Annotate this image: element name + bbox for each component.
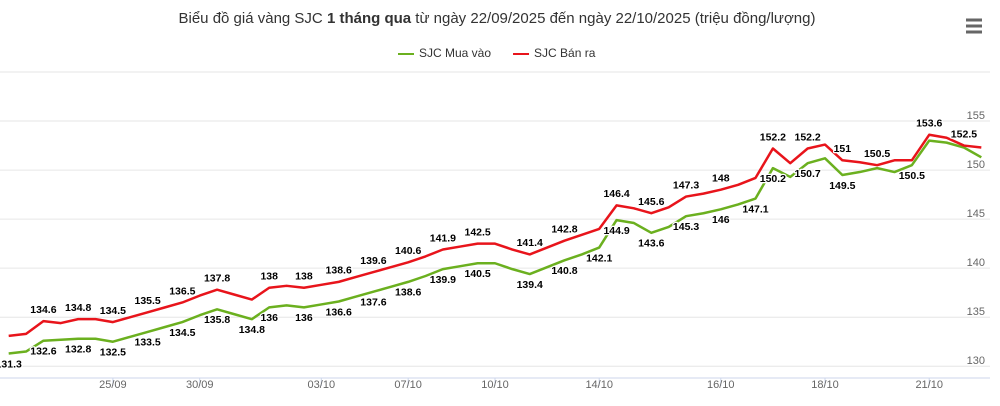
x-tick-label: 18/10 <box>811 379 839 391</box>
data-label: 132.6 <box>30 346 56 358</box>
legend: SJC Mua vào SJC Bán ra <box>398 46 596 60</box>
data-label: 152.2 <box>794 131 820 143</box>
x-tick-label: 30/09 <box>186 379 214 391</box>
series-line <box>8 133 982 338</box>
data-label: 134.8 <box>65 302 91 314</box>
data-label: 136.6 <box>326 306 352 318</box>
x-tick-label: 14/10 <box>585 379 613 391</box>
data-label: 143.6 <box>638 238 664 250</box>
data-label: 132.8 <box>65 344 91 356</box>
series-line <box>8 139 982 355</box>
data-label: 142.8 <box>551 223 577 235</box>
data-label: 148 <box>712 172 730 184</box>
y-tick-label: 140 <box>967 257 985 269</box>
data-label: 146.4 <box>603 188 629 200</box>
data-label: 138.6 <box>326 265 352 277</box>
data-label: 142.5 <box>464 226 490 238</box>
data-label: 135.8 <box>204 314 230 326</box>
data-label: 139.4 <box>517 279 543 291</box>
data-label: 140.8 <box>551 265 577 277</box>
x-tick-label: 10/10 <box>481 379 509 391</box>
y-tick-label: 150 <box>967 159 985 171</box>
x-tick-label: 16/10 <box>707 379 735 391</box>
data-label: 150.5 <box>899 170 925 182</box>
data-label: 153.6 <box>916 118 942 130</box>
data-label: 150.2 <box>760 173 786 185</box>
legend-label: SJC Mua vào <box>419 46 491 60</box>
data-label: 134.5 <box>100 305 126 317</box>
title-prefix: Biểu đồ giá vàng SJC <box>179 10 323 27</box>
data-label: 144.9 <box>603 225 629 237</box>
y-tick-label: 130 <box>967 355 985 367</box>
data-label: 151 <box>834 143 852 155</box>
data-label: 136.5 <box>169 285 195 297</box>
data-label: 152.5 <box>951 128 977 140</box>
data-label: 150.7 <box>794 168 820 180</box>
data-label: 145.3 <box>673 221 699 233</box>
data-label: 136 <box>260 312 278 324</box>
data-label: 134.5 <box>169 327 195 339</box>
data-label: 140.5 <box>464 268 490 280</box>
data-label: 142.1 <box>586 252 612 264</box>
data-label: 147.1 <box>742 203 768 215</box>
x-tick-label: 21/10 <box>915 379 943 391</box>
data-label: 146 <box>712 214 730 226</box>
chart-title: Biểu đồ giá vàng SJC 1 tháng qua từ ngày… <box>179 10 816 27</box>
data-label: 137.8 <box>204 273 230 285</box>
data-label: 134.8 <box>239 324 265 336</box>
data-label: 133.5 <box>134 337 160 349</box>
data-label: 141.9 <box>430 232 456 244</box>
data-label: 138 <box>295 271 313 283</box>
data-label: 152.2 <box>760 131 786 143</box>
data-label: 138.6 <box>395 287 421 299</box>
data-label: 135.5 <box>134 295 160 307</box>
data-label: 138 <box>260 271 278 283</box>
x-tick-label: 25/09 <box>99 379 127 391</box>
data-label: 139.6 <box>360 255 386 267</box>
data-label: 134.6 <box>30 304 56 316</box>
data-label: 140.6 <box>395 245 421 257</box>
y-tick-label: 145 <box>967 208 985 220</box>
y-tick-label: 155 <box>967 110 985 122</box>
data-label: 132.5 <box>100 346 126 358</box>
data-label: 139.9 <box>430 274 456 286</box>
x-tick-label: 03/10 <box>308 379 336 391</box>
data-label: 149.5 <box>829 180 855 192</box>
data-label: 137.6 <box>360 296 386 308</box>
data-label: 141.4 <box>517 237 543 249</box>
menu-icon[interactable] <box>966 18 982 34</box>
data-label: 136 <box>295 312 313 324</box>
data-label: 145.6 <box>638 196 664 208</box>
y-tick-label: 135 <box>967 306 985 318</box>
menu-button[interactable] <box>964 16 984 36</box>
title-bold: 1 tháng qua <box>327 10 412 27</box>
data-label: 131.3 <box>0 358 22 370</box>
data-label: 147.3 <box>673 179 699 191</box>
x-tick-label: 07/10 <box>394 379 422 391</box>
data-label: 150.5 <box>864 148 890 160</box>
legend-label: SJC Bán ra <box>534 46 596 60</box>
title-suffix: từ ngày 22/09/2025 đến ngày 22/10/2025 (… <box>415 10 815 27</box>
